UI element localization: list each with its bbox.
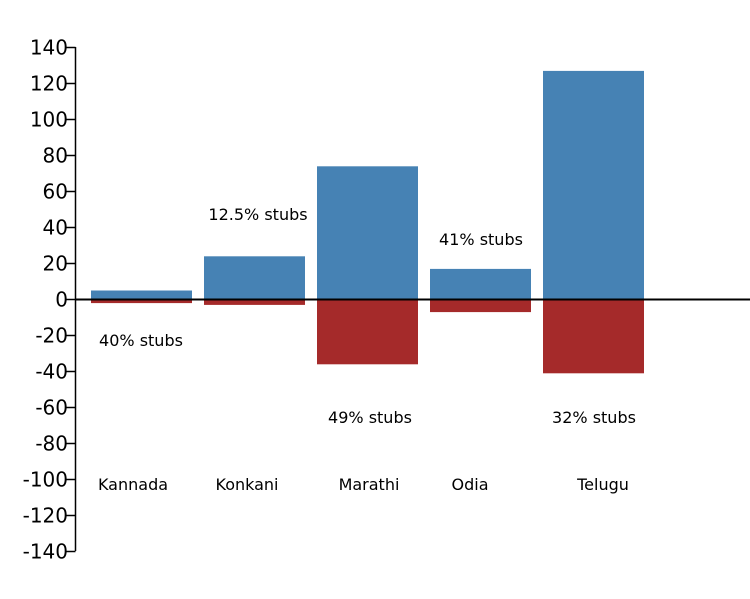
stubs-annotation: 49% stubs	[328, 408, 412, 427]
bar-positive	[317, 166, 418, 300]
stubs-annotation: 12.5% stubs	[208, 205, 307, 224]
y-tick-label: -20	[35, 324, 68, 348]
bar-positive	[430, 268, 531, 300]
bar-negative	[317, 299, 418, 365]
bar-negative	[430, 299, 531, 313]
x-category-label: Kannada	[98, 475, 168, 494]
y-tick-label: -60	[35, 396, 68, 420]
stubs-annotation: 40% stubs	[99, 331, 183, 350]
y-tick-label: -100	[23, 468, 68, 492]
y-tick-label: 40	[43, 216, 68, 240]
x-category-label: Konkani	[216, 475, 279, 494]
y-tick-label: 80	[43, 144, 68, 168]
stubs-annotation: 41% stubs	[439, 230, 523, 249]
y-tick-label: -120	[23, 504, 68, 528]
y-tick-label: 0	[55, 288, 68, 312]
bar-positive	[91, 290, 192, 300]
bar-positive	[543, 70, 644, 300]
y-tick-label: 140	[30, 36, 68, 60]
bar-positive	[204, 256, 305, 300]
bar-negative	[543, 299, 644, 374]
x-category-label: Odia	[452, 475, 489, 494]
y-tick-label: 60	[43, 180, 68, 204]
stubs-annotation: 32% stubs	[552, 408, 636, 427]
y-tick-label: 100	[30, 108, 68, 132]
y-tick-label: -40	[35, 360, 68, 384]
y-tick-label: -140	[23, 540, 68, 564]
x-category-label: Telugu	[576, 475, 629, 494]
y-tick-label: 20	[43, 252, 68, 276]
bar-negative	[204, 299, 305, 305]
y-tick-label: -80	[35, 432, 68, 456]
x-category-label: Marathi	[339, 475, 400, 494]
bar-negative	[91, 299, 192, 304]
y-tick-label: 120	[30, 72, 68, 96]
